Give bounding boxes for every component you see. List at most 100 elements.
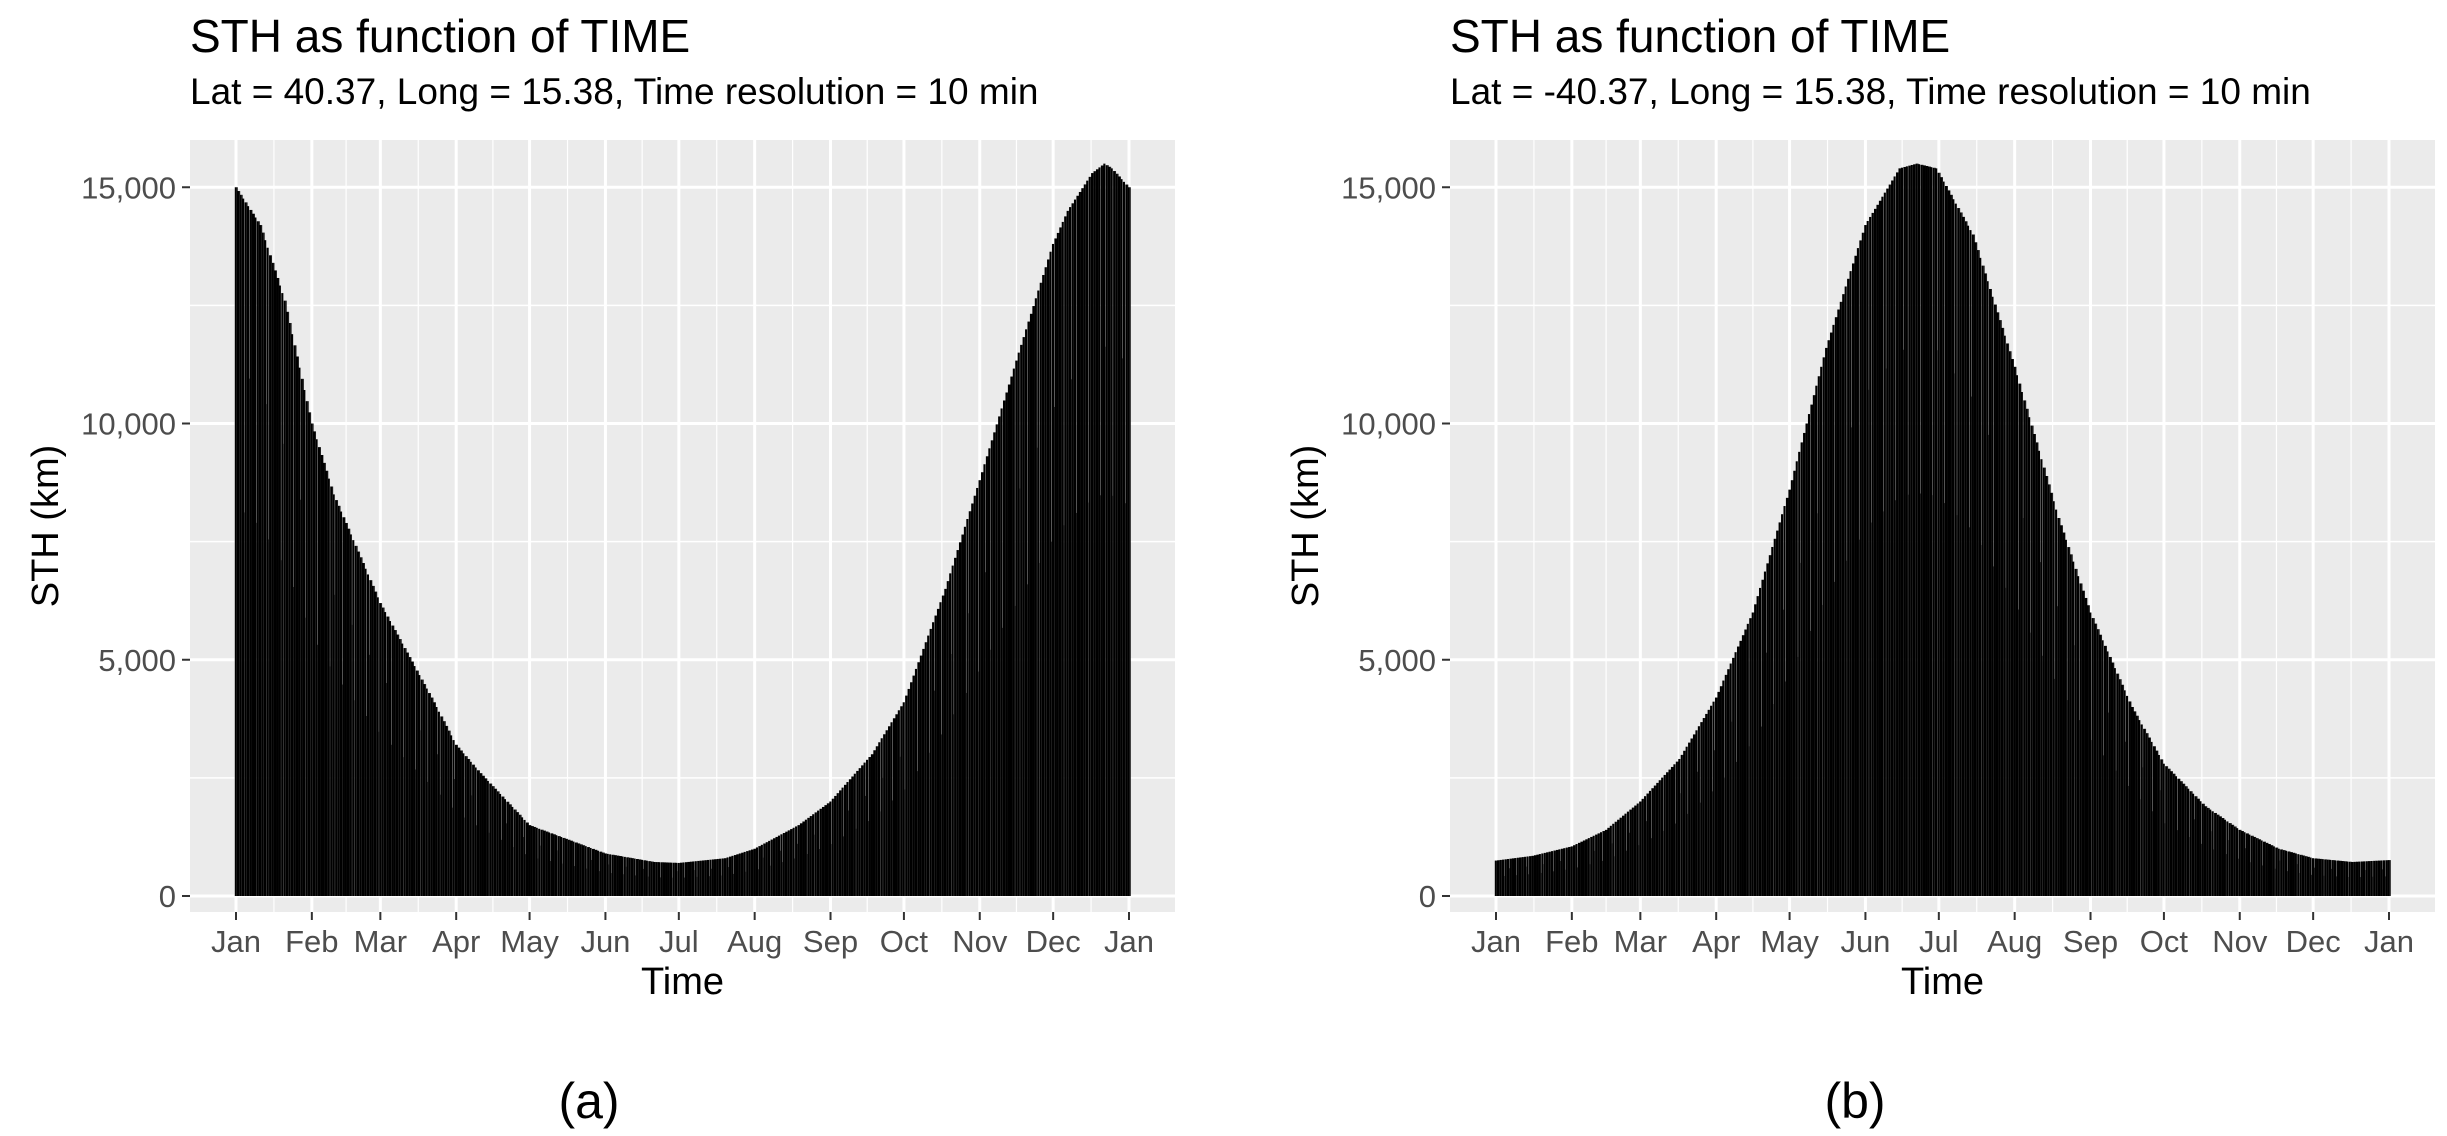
bar-day xyxy=(364,568,367,896)
bar-day xyxy=(1548,851,1551,896)
bar-day xyxy=(1954,203,1957,896)
bar-day xyxy=(1088,176,1091,897)
y-axis-label: STH (km) xyxy=(25,445,67,608)
bar-day xyxy=(1996,312,1999,897)
bar-day xyxy=(450,735,453,896)
bar-day xyxy=(1944,185,1948,897)
bar-day xyxy=(929,628,932,896)
bar-day xyxy=(782,833,785,896)
bar-day xyxy=(648,861,651,896)
bar-day xyxy=(481,775,484,896)
bar-day xyxy=(2360,861,2363,896)
bar-day xyxy=(1893,176,1896,896)
bar-day xyxy=(653,861,656,896)
bar-day xyxy=(349,534,352,896)
bar-day xyxy=(2348,861,2351,896)
bar-day xyxy=(2148,737,2151,896)
bar-day xyxy=(1064,216,1067,896)
bar-day xyxy=(2292,852,2295,896)
bar-day xyxy=(269,255,272,897)
bar-day xyxy=(300,378,303,896)
bar-day xyxy=(1017,352,1020,896)
bar-day xyxy=(2111,662,2114,896)
bar-day xyxy=(726,857,729,896)
bar-day xyxy=(2059,525,2063,896)
bar-day xyxy=(748,850,751,896)
bar-day xyxy=(1729,663,1732,896)
bar-day xyxy=(836,793,839,896)
bar-day xyxy=(2018,383,2021,897)
bar-day xyxy=(1122,181,1125,897)
bar-day xyxy=(440,716,443,896)
bar-day xyxy=(1707,709,1710,896)
bar-day xyxy=(643,860,646,896)
bar-day xyxy=(795,826,798,896)
bar-day xyxy=(2275,847,2278,896)
bar-day xyxy=(2319,858,2322,896)
bar-day xyxy=(2091,618,2094,896)
bar-day xyxy=(760,844,763,896)
bar-day xyxy=(870,754,873,896)
y-tick-label: 10,000 xyxy=(81,407,176,442)
bar-day xyxy=(501,796,504,896)
bar-day xyxy=(2170,771,2173,896)
bar-day xyxy=(2211,811,2214,896)
chart-title: STH as function of TIME xyxy=(190,10,690,62)
bar-day xyxy=(1736,646,1740,896)
bar-day xyxy=(692,861,695,896)
bar-day xyxy=(359,557,362,896)
bar-day xyxy=(1575,844,1578,896)
bar-day xyxy=(1531,855,1534,896)
bar-day xyxy=(2258,839,2261,896)
bar-day xyxy=(295,356,299,896)
bar-day xyxy=(910,682,913,896)
bar-day xyxy=(1697,726,1700,896)
bar-day xyxy=(2248,834,2251,896)
bar-day xyxy=(966,519,969,896)
bar-day xyxy=(1935,168,1938,897)
bar-day xyxy=(905,695,908,896)
bar-day xyxy=(540,829,543,896)
bar-day xyxy=(1746,623,1749,896)
bar-day xyxy=(1526,856,1529,896)
bar-day xyxy=(491,786,494,896)
bar-day xyxy=(476,770,480,896)
bar-day xyxy=(286,311,289,896)
y-tick-label: 15,000 xyxy=(1341,170,1436,205)
bar-day xyxy=(2094,623,2097,896)
bar-day xyxy=(1705,713,1708,896)
bar-day xyxy=(677,862,680,896)
bar-day xyxy=(2214,812,2217,896)
bar-day xyxy=(1636,803,1639,896)
bar-day xyxy=(2316,858,2319,896)
bar-day xyxy=(1587,838,1590,896)
bar-day xyxy=(430,697,433,896)
bar-day xyxy=(2177,778,2180,896)
bar-day xyxy=(792,827,795,896)
bar-day xyxy=(1927,166,1930,896)
bar-day xyxy=(1744,629,1747,896)
bar-day xyxy=(516,812,519,896)
bar-day xyxy=(552,834,555,896)
bar-day xyxy=(1910,164,1913,897)
bar-day xyxy=(2304,856,2307,896)
x-tick-label: Oct xyxy=(2140,924,2189,959)
bar-day xyxy=(518,814,521,896)
bar-day xyxy=(1661,777,1664,896)
bar-day xyxy=(2260,840,2263,896)
bar-day xyxy=(2062,532,2065,896)
bar-day xyxy=(2160,759,2163,896)
bar-day xyxy=(1930,167,1933,896)
bar-day xyxy=(1546,852,1549,896)
bar-day xyxy=(2011,359,2014,896)
bar-day xyxy=(362,563,365,896)
bar-day xyxy=(2263,841,2266,896)
bar-day xyxy=(2040,459,2043,896)
bar-day xyxy=(2067,547,2070,896)
bar-day xyxy=(919,655,922,896)
bar-day xyxy=(242,198,245,897)
bar-day xyxy=(2015,375,2018,896)
bar-day xyxy=(1732,657,1735,896)
bar-day xyxy=(1812,395,1815,896)
bar-day xyxy=(2167,768,2170,896)
